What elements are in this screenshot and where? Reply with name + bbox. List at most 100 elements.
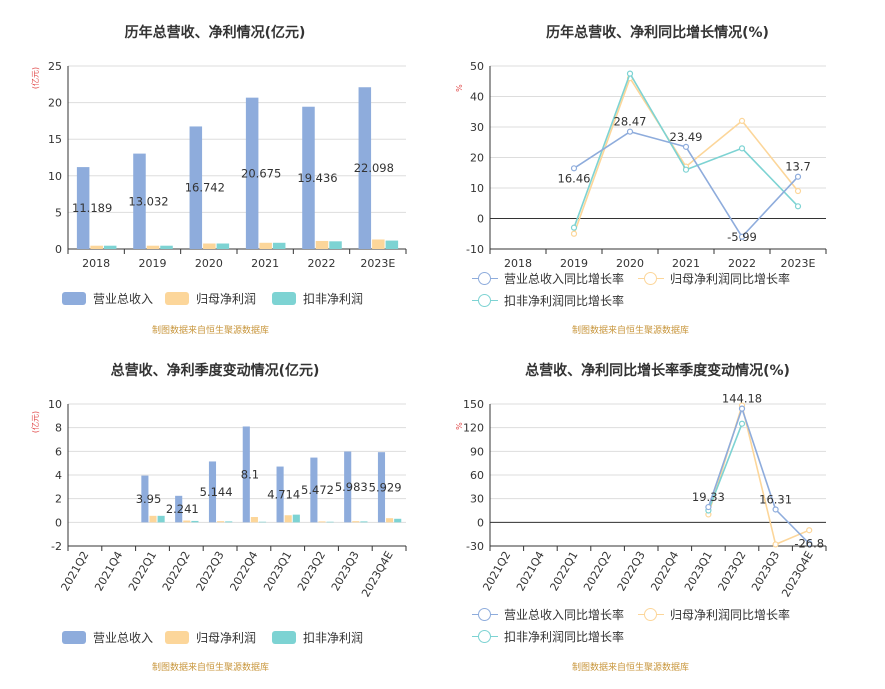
x-tick-label: 2023Q2 — [716, 549, 749, 593]
data-label: 4.714 — [267, 487, 300, 501]
legend-label: 扣非净利润同比增长率 — [504, 294, 625, 308]
bar-revenue — [245, 97, 259, 249]
x-tick-label: 2021Q2 — [480, 549, 513, 593]
x-tick-label: 2021Q4 — [514, 549, 547, 593]
x-tick-label: 2023Q2 — [295, 549, 328, 593]
data-label: 13.7 — [785, 160, 811, 174]
bar-deducted — [394, 518, 402, 523]
bar-deducted — [272, 242, 286, 249]
chart-panel-quarterly-revenue: 总营收、净利季度变动情况(亿元) -2 0 2 4 6 8 10 (亿元) 2021Q2 2021… — [0, 344, 440, 689]
legend-item-deducted-growth[interactable]: 扣非净利润同比增长率 — [472, 292, 624, 309]
data-label: 28.47 — [614, 115, 647, 129]
y-tick-label: 25 — [48, 60, 62, 73]
chart-title: 总营收、净利同比增长率季度变动情况(%) — [525, 363, 790, 379]
bar-netprofit — [386, 518, 394, 523]
series-point — [738, 405, 746, 412]
x-tick-label: 2018 — [82, 257, 110, 270]
bar-revenue — [276, 466, 284, 523]
series-point — [626, 70, 634, 77]
legend-label: 归母净利润 — [196, 292, 257, 306]
x-tick-label: 2023E — [781, 257, 816, 270]
y-axis-unit-label: (亿元) — [30, 67, 40, 89]
data-label: -5.99 — [727, 230, 757, 244]
series-point — [794, 187, 802, 195]
legend-label: 营业总收入 — [93, 292, 154, 306]
x-tick-label: 2019 — [560, 257, 588, 270]
chart-legend: 营业总收入 归母净利润 扣非净利润 — [0, 290, 440, 310]
data-label: 8.1 — [241, 467, 259, 481]
bar-netprofit — [183, 520, 191, 523]
bar-netprofit — [250, 517, 258, 523]
x-tick-label: 2021 — [672, 257, 700, 270]
legend-item-deducted-growth[interactable]: 扣非净利润同比增长率 — [472, 628, 624, 645]
legend-item-netprofit-growth[interactable]: 归母净利润同比增长率 — [638, 606, 790, 623]
x-tick-label: 2022Q2 — [581, 549, 614, 593]
y-tick-label: 150 — [463, 398, 484, 411]
legend-item-deducted[interactable]: 扣非净利润 — [272, 629, 363, 646]
series-line-deducted — [707, 423, 743, 511]
y-tick-label: 40 — [470, 91, 484, 104]
data-label: 3.95 — [136, 492, 162, 506]
bar-revenue — [141, 475, 149, 523]
bar-revenue — [358, 87, 372, 249]
legend-item-netprofit[interactable]: 归母净利润 — [165, 290, 256, 307]
legend-line-swatch — [472, 293, 498, 308]
chart-panel-annual-revenue: 历年总营收、净利情况(亿元) 0 5 10 15 20 25 (亿元) 2018 2019 202… — [0, 0, 440, 344]
y-tick-label: 30 — [470, 493, 484, 506]
bar-deducted — [103, 245, 117, 249]
bar-revenue — [208, 461, 217, 523]
legend-item-revenue-growth[interactable]: 营业总收入同比增长率 — [472, 606, 624, 623]
data-source-note: 制图数据来自恒生聚源数据库 — [572, 663, 690, 673]
data-label: 23.49 — [670, 130, 703, 144]
data-label: 5.983 — [335, 480, 368, 494]
legend-line-swatch — [638, 271, 664, 286]
y-tick-label: 8 — [55, 422, 62, 435]
legend-item-revenue[interactable]: 营业总收入 — [62, 629, 153, 646]
legend-item-revenue[interactable]: 营业总收入 — [62, 290, 153, 307]
chart-title: 总营收、净利季度变动情况(亿元) — [110, 363, 320, 379]
series-point — [772, 506, 779, 513]
chart-svg: 0 5 10 15 20 25 (亿元) 2018 2019 2020 2021 2022 2023E 1… — [30, 60, 407, 270]
legend-label: 归母净利润 — [196, 631, 257, 645]
x-tick-label: 2023Q3 — [329, 549, 362, 593]
y-tick-label: 0 — [477, 516, 484, 529]
legend-swatch — [165, 292, 189, 305]
y-tick-label: 90 — [470, 445, 484, 458]
chart-legend: 营业总收入同比增长率 归母净利润同比增长率 扣非净利润同比增长率 — [440, 270, 885, 310]
y-tick-label: 10 — [48, 170, 62, 183]
x-tick-label: 2021Q4 — [92, 549, 125, 593]
bar-revenue — [310, 457, 318, 523]
data-label: -26.8 — [794, 536, 824, 550]
bar-deducted — [157, 515, 165, 523]
series-line-revenue — [707, 406, 810, 545]
bar-netprofit — [259, 242, 272, 249]
legend-item-revenue-growth[interactable]: 营业总收入同比增长率 — [472, 270, 624, 287]
bar-netprofit — [284, 515, 292, 523]
x-tick-label: 2023Q4E — [359, 549, 396, 599]
legend-label: 归母净利润同比增长率 — [670, 608, 791, 622]
chart-panel-annual-growth: 历年总营收、净利同比增长情况(%) -10 0 10 20 30 40 50% 2018 201… — [440, 0, 885, 344]
legend-item-deducted[interactable]: 扣非净利润 — [272, 290, 363, 307]
y-tick-label: 15 — [48, 133, 62, 146]
y-tick-label: -2 — [51, 540, 62, 553]
series-point — [738, 145, 746, 152]
y-axis-unit-label: % — [455, 422, 464, 430]
y-tick-label: 20 — [470, 152, 484, 165]
legend-item-netprofit-growth[interactable]: 归母净利润同比增长率 — [638, 270, 790, 287]
bar-netprofit — [146, 245, 160, 249]
bar-netprofit — [203, 243, 216, 249]
series-point — [794, 173, 802, 180]
data-label: 5.144 — [200, 485, 233, 499]
chart-title: 历年总营收、净利情况(亿元) — [124, 25, 306, 41]
legend-item-netprofit[interactable]: 归母净利润 — [165, 629, 256, 646]
y-tick-label: 6 — [55, 445, 62, 458]
data-label: 19.33 — [692, 490, 725, 504]
legend-label: 扣非净利润 — [303, 631, 364, 645]
legend-swatch — [272, 631, 296, 644]
bar-netprofit — [372, 239, 385, 249]
chart-panel-quarterly-growth: 总营收、净利同比增长率季度变动情况(%) -30 0 30 60 90 120 150% 20… — [440, 344, 885, 689]
legend-line-swatch — [472, 271, 498, 286]
bar-deducted — [329, 241, 342, 249]
bar-revenue — [242, 426, 250, 523]
